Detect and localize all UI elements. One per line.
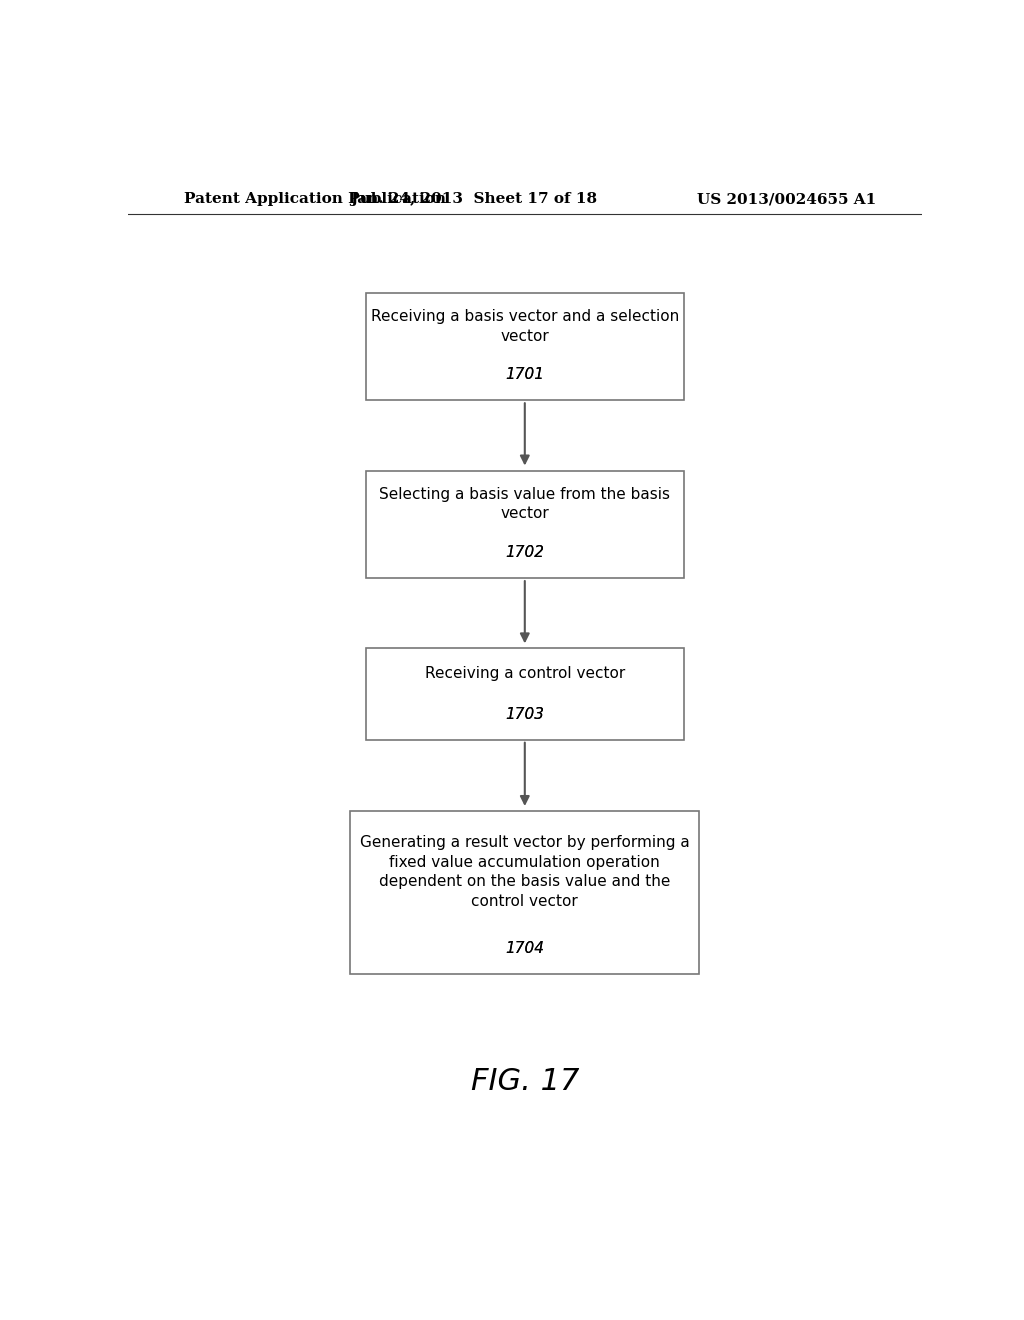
Text: 1701: 1701 (505, 367, 545, 381)
Text: 1703: 1703 (505, 708, 545, 722)
Text: FIG. 17: FIG. 17 (471, 1067, 579, 1096)
Text: Generating a result vector by performing a
fixed value accumulation operation
de: Generating a result vector by performing… (359, 834, 690, 909)
Text: Receiving a basis vector and a selection
vector: Receiving a basis vector and a selection… (371, 309, 679, 343)
Text: 1702: 1702 (505, 545, 545, 560)
Text: Jan. 24, 2013  Sheet 17 of 18: Jan. 24, 2013 Sheet 17 of 18 (349, 191, 597, 206)
Bar (350, 810, 699, 974)
Text: US 2013/0024655 A1: US 2013/0024655 A1 (697, 191, 877, 206)
Text: 1704: 1704 (505, 941, 545, 956)
Bar (367, 293, 684, 400)
Text: 1701: 1701 (505, 367, 545, 381)
Text: 1704: 1704 (505, 941, 545, 956)
Text: 1702: 1702 (505, 545, 545, 560)
Text: Receiving a control vector: Receiving a control vector (425, 667, 625, 681)
Bar (367, 648, 684, 739)
Text: Selecting a basis value from the basis
vector: Selecting a basis value from the basis v… (379, 487, 671, 521)
Text: 1703: 1703 (505, 708, 545, 722)
Text: Patent Application Publication: Patent Application Publication (183, 191, 445, 206)
Bar (367, 471, 684, 578)
